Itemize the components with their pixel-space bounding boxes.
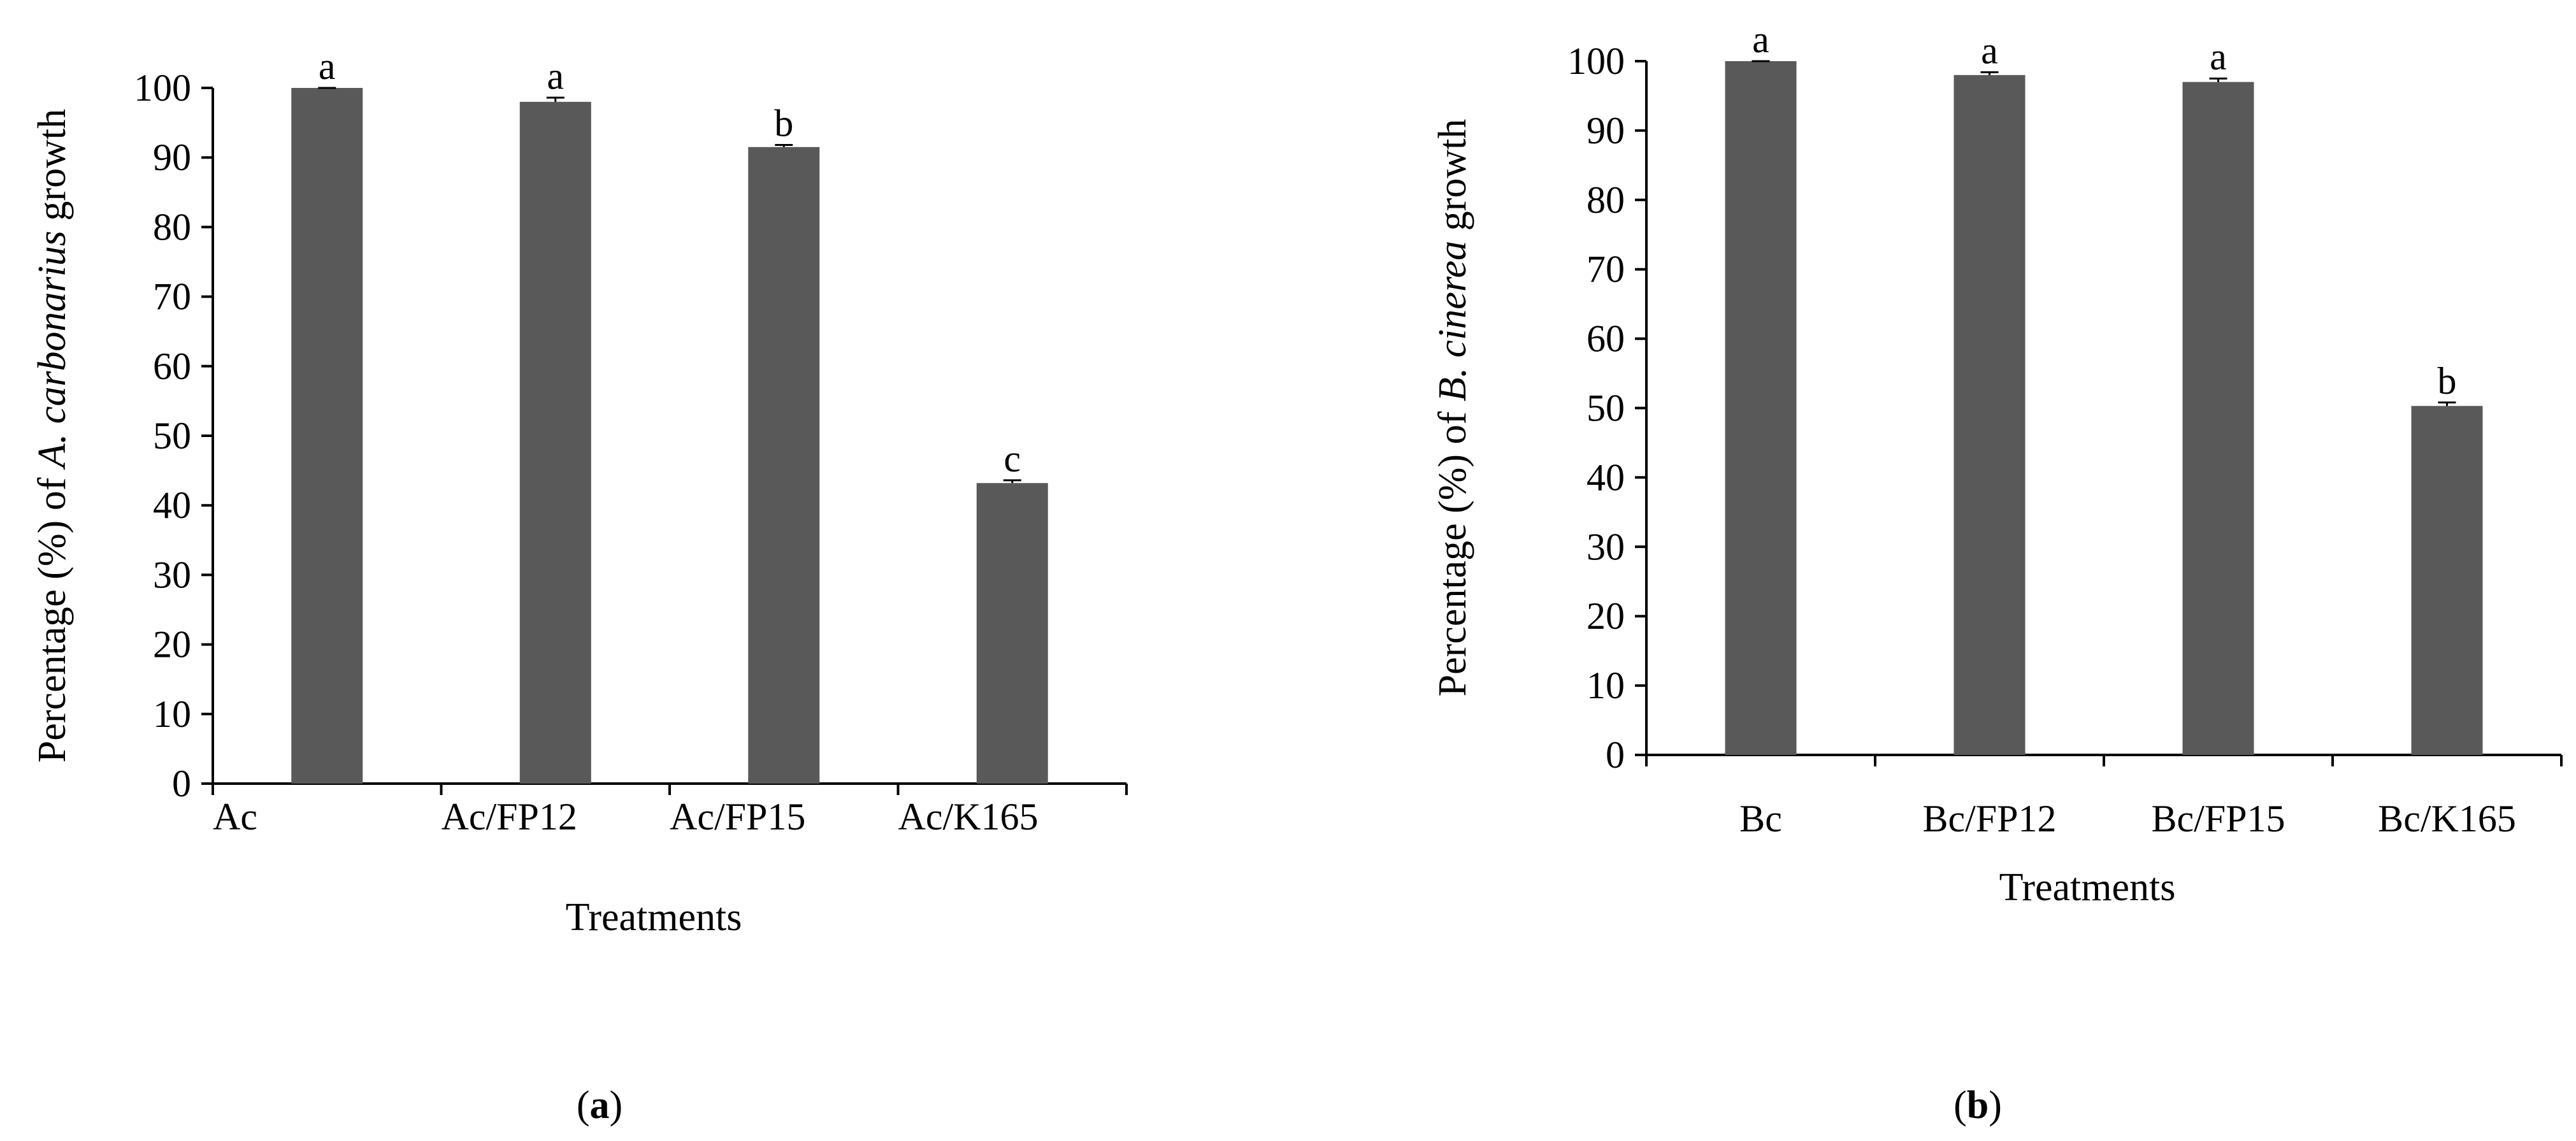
y-tick-label: 70 — [1587, 248, 1625, 291]
y-tick-label: 30 — [1587, 526, 1625, 568]
y-tick-label: 0 — [1606, 734, 1625, 776]
chart-panel-b: Percentage (%) of B. cinerea growth Trea… — [1431, 18, 2563, 1127]
x-axis-title: Treatments — [1999, 866, 2176, 909]
x-category-label: Ac — [213, 796, 257, 838]
y-tick-label: 60 — [1587, 318, 1625, 360]
y-tick-label: 90 — [153, 136, 191, 178]
y-tick-label: 30 — [153, 554, 191, 596]
chart-panel-a: Percentage (%) of A. carbonarius growth … — [31, 45, 1128, 1127]
x-category-label: Bc/K165 — [2378, 798, 2516, 840]
significance-letter: a — [1752, 18, 1769, 61]
y-tick-label: 50 — [153, 415, 191, 457]
x-axis-title: Treatments — [566, 896, 742, 939]
bar — [1725, 61, 1797, 755]
panel-letter: b — [1967, 1084, 1989, 1127]
y-tick-label: 80 — [1587, 179, 1625, 221]
significance-letter: a — [319, 45, 336, 87]
y-axis-title-prefix: Percentage (%) of — [31, 468, 74, 763]
y-tick-label: 70 — [153, 276, 191, 318]
y-tick-label: 100 — [134, 67, 191, 109]
bar — [748, 147, 820, 784]
bar — [2182, 82, 2254, 755]
bar — [976, 483, 1048, 784]
y-tick-label: 40 — [1587, 456, 1625, 498]
y-tick-label: 40 — [153, 484, 191, 526]
bar — [519, 101, 591, 784]
significance-letter: a — [547, 55, 564, 97]
y-axis-title-species: B. cinerea — [1431, 241, 1474, 401]
y-tick-label: 100 — [1567, 40, 1625, 82]
bar — [291, 88, 363, 784]
y-tick-label: 0 — [172, 763, 191, 805]
significance-letter: a — [2210, 36, 2227, 78]
y-axis-title: Percentage (%) of A. carbonarius growth — [31, 109, 74, 763]
bar — [1954, 75, 2026, 755]
x-category-label: Ac/K165 — [898, 796, 1039, 838]
significance-letter: b — [774, 103, 793, 145]
bar — [2411, 406, 2483, 755]
significance-letter: b — [2438, 360, 2457, 402]
x-category-label: Bc/FP15 — [2151, 798, 2285, 840]
y-tick-label: 20 — [1587, 595, 1625, 637]
significance-letter: a — [1981, 29, 1998, 71]
panel-letter: a — [590, 1084, 610, 1127]
y-axis-title-species: A. carbonarius — [31, 231, 74, 470]
y-tick-label: 10 — [1587, 664, 1625, 707]
panel-label: (b) — [1954, 1084, 2002, 1127]
y-tick-label: 20 — [153, 624, 191, 666]
y-tick-label: 60 — [153, 345, 191, 387]
x-category-label: Ac/FP12 — [442, 796, 577, 838]
y-axis-title-suffix: growth — [31, 109, 74, 231]
y-tick-label: 80 — [153, 206, 191, 248]
y-axis-title: Percentage (%) of B. cinerea growth — [1431, 119, 1474, 697]
y-axis-title-suffix: growth — [1431, 119, 1474, 241]
x-category-label: Ac/FP15 — [670, 796, 805, 838]
x-category-label: Bc — [1739, 798, 1782, 840]
y-axis-title-prefix: Percentage (%) of — [1431, 401, 1474, 696]
y-tick-label: 10 — [153, 693, 191, 735]
y-tick-label: 90 — [1587, 110, 1625, 152]
x-category-label: Bc/FP12 — [1922, 798, 2056, 840]
significance-letter: c — [1004, 438, 1021, 480]
panel-label: (a) — [577, 1084, 622, 1127]
y-tick-label: 50 — [1587, 387, 1625, 429]
